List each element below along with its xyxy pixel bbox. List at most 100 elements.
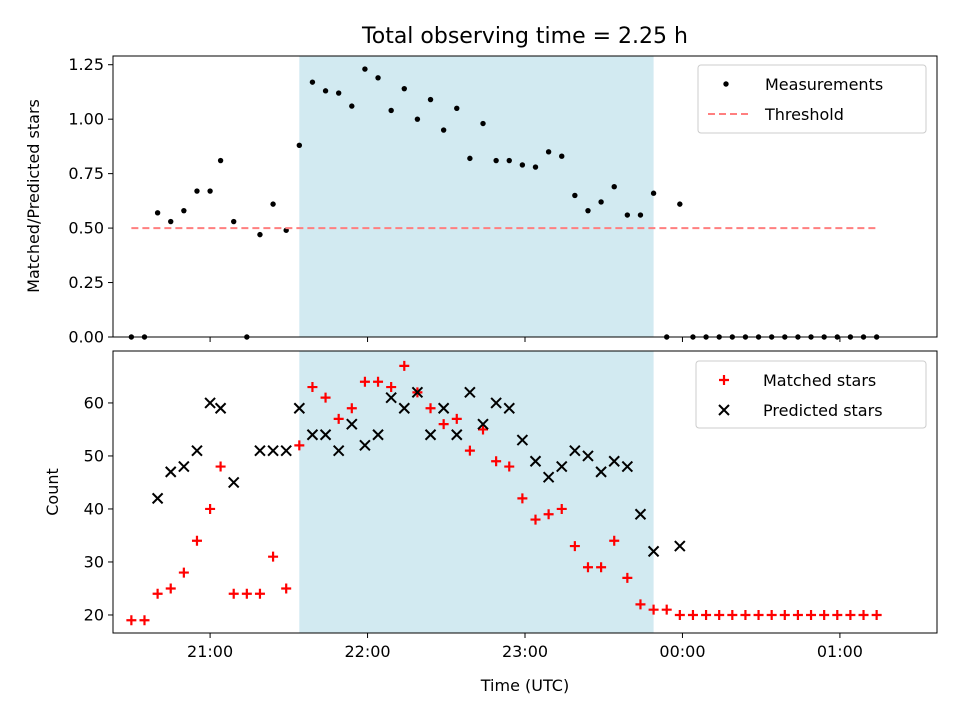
data-point	[191, 535, 202, 546]
data-point	[871, 609, 882, 620]
data-point	[661, 604, 672, 615]
data-point	[375, 75, 381, 81]
data-point	[349, 103, 355, 109]
y-tick-label: 20	[84, 605, 104, 624]
data-point	[480, 120, 486, 127]
data-point	[411, 386, 424, 399]
data-point	[332, 444, 345, 457]
data-point	[294, 440, 305, 451]
data-point	[464, 445, 475, 456]
x-tick-label: 01:00	[817, 642, 863, 661]
data-point	[491, 456, 502, 467]
data-point	[621, 460, 634, 473]
data-point	[215, 461, 226, 472]
data-point	[516, 434, 529, 446]
legend-label: Threshold	[764, 105, 844, 124]
data-point	[687, 609, 698, 620]
data-point	[440, 127, 447, 133]
data-point	[231, 218, 237, 225]
data-point	[152, 588, 163, 599]
data-point	[281, 583, 292, 594]
data-point	[611, 183, 617, 190]
data-point	[126, 615, 137, 626]
data-point	[168, 218, 174, 225]
data-point	[766, 609, 777, 620]
data-point	[373, 376, 384, 387]
data-point	[270, 201, 276, 207]
data-point	[832, 609, 843, 620]
observing-window-span	[299, 56, 654, 337]
legend-label: Matched stars	[763, 371, 876, 390]
data-point	[845, 609, 856, 620]
legend-marker	[718, 404, 730, 416]
data-point	[241, 588, 252, 599]
y-tick-label: 50	[84, 446, 104, 465]
data-point	[806, 609, 817, 620]
legend-marker	[719, 375, 729, 385]
x-axis-label: Time (UTC)	[480, 676, 569, 695]
data-point	[727, 609, 738, 620]
legend-box	[697, 64, 927, 134]
legend-label: Measurements	[765, 75, 883, 94]
data-point	[532, 164, 539, 170]
data-point	[792, 609, 803, 620]
data-point	[740, 609, 751, 620]
data-point	[572, 192, 578, 199]
data-point	[556, 503, 567, 514]
legend-label: Predicted stars	[763, 401, 883, 420]
y-tick-label: 40	[84, 499, 104, 518]
bottom-y-axis-label: Count	[43, 468, 62, 516]
data-point	[701, 609, 712, 620]
data-point	[542, 471, 555, 483]
data-point	[414, 116, 421, 122]
data-point	[425, 403, 436, 414]
data-point	[493, 157, 499, 164]
y-tick-label: 0.00	[68, 328, 104, 347]
x-tick-label: 00:00	[659, 642, 705, 661]
data-point	[319, 429, 332, 441]
top-panel: 0.00 0.25 0.50 0.75 1.00 1.25 Measurements Thre…	[68, 55, 938, 347]
data-point	[359, 376, 370, 387]
data-point	[637, 212, 644, 218]
data-point	[154, 210, 161, 216]
data-point	[385, 391, 397, 404]
data-point	[582, 450, 594, 462]
data-point	[467, 155, 473, 162]
top-y-axis-label: Matched/Predicted stars	[24, 99, 43, 293]
y-tick-label: 30	[84, 552, 104, 571]
data-point	[635, 599, 646, 610]
data-point	[296, 142, 303, 149]
observing-window-span	[299, 351, 654, 633]
data-point	[634, 508, 647, 520]
data-point	[293, 402, 306, 414]
data-point	[650, 190, 657, 196]
data-point	[569, 541, 580, 552]
data-point	[401, 85, 407, 92]
y-tick-label: 1.25	[68, 55, 104, 74]
data-point	[424, 429, 437, 441]
data-point	[437, 402, 450, 414]
data-point	[335, 90, 342, 96]
data-point	[438, 419, 449, 430]
data-point	[399, 360, 410, 371]
data-point	[178, 460, 190, 473]
data-point	[214, 402, 227, 414]
data-point	[309, 79, 316, 85]
data-point	[490, 397, 502, 409]
data-point	[451, 429, 463, 441]
data-point	[674, 609, 685, 620]
data-point	[648, 604, 659, 615]
data-point	[454, 105, 460, 111]
data-point	[647, 545, 660, 558]
data-point	[677, 201, 683, 207]
y-tick-label: 0.75	[68, 164, 104, 183]
data-point	[609, 535, 620, 546]
data-point	[559, 153, 565, 159]
data-point	[320, 392, 331, 403]
data-point	[858, 609, 869, 620]
data-point	[372, 429, 384, 441]
data-point	[529, 455, 542, 467]
data-point	[228, 476, 240, 489]
data-point	[530, 514, 541, 525]
